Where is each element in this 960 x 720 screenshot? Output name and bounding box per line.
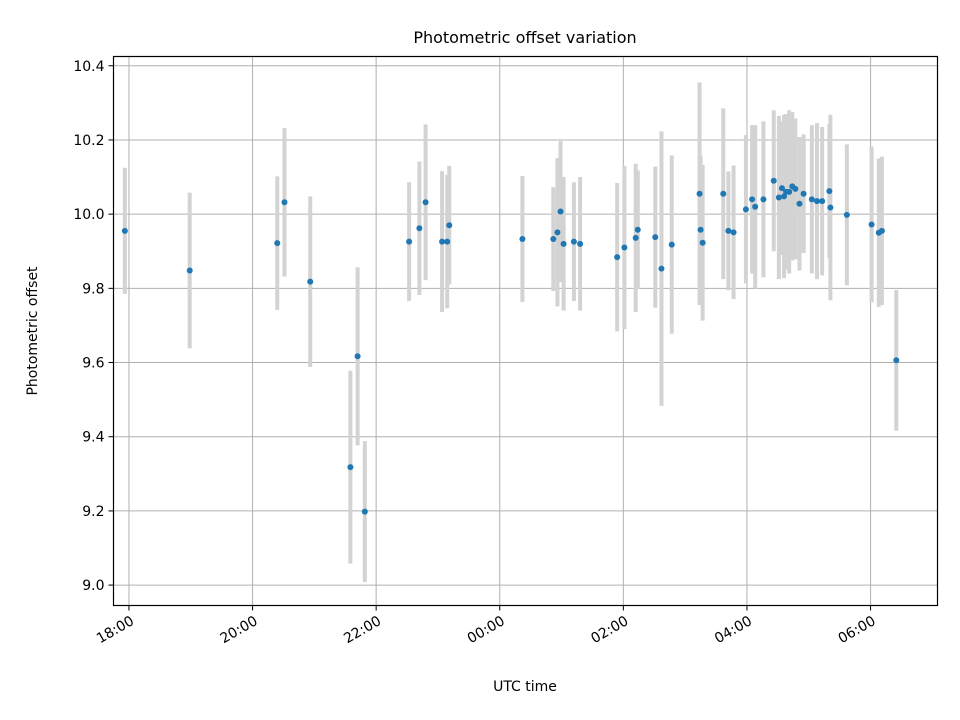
data-points — [121, 177, 900, 515]
data-point — [827, 204, 834, 211]
data-point — [742, 206, 749, 213]
data-point — [792, 185, 799, 192]
data-point — [699, 239, 706, 246]
data-point — [354, 353, 361, 360]
data-point — [422, 199, 429, 206]
data-point — [121, 227, 128, 234]
data-point — [770, 177, 777, 184]
data-point — [752, 203, 759, 210]
y-tick-label: 9.2 — [82, 504, 104, 520]
data-point — [868, 221, 875, 228]
data-point — [550, 236, 557, 243]
data-point — [186, 267, 193, 274]
data-point — [307, 278, 314, 285]
data-point — [621, 244, 628, 251]
plot-frame — [112, 55, 939, 607]
data-point — [878, 227, 885, 234]
data-point — [560, 240, 567, 247]
y-tick-label: 9.4 — [82, 430, 104, 446]
data-point — [446, 222, 453, 229]
data-point — [347, 464, 354, 471]
data-point — [893, 357, 900, 364]
data-point — [361, 508, 368, 515]
y-tick-label: 9.0 — [82, 578, 104, 594]
data-point — [730, 229, 737, 236]
data-point — [614, 254, 621, 261]
data-point — [778, 185, 785, 192]
data-point — [826, 188, 833, 195]
y-tick-label: 9.6 — [82, 356, 104, 372]
data-point — [819, 198, 826, 205]
data-point — [439, 238, 446, 245]
data-point — [281, 199, 288, 206]
data-point — [519, 236, 526, 243]
data-point — [775, 194, 782, 201]
data-point — [634, 226, 641, 233]
data-point — [444, 238, 451, 245]
data-point — [749, 196, 756, 203]
data-point — [658, 265, 665, 272]
data-point — [570, 238, 577, 245]
data-point — [557, 208, 564, 215]
y-axis-ticks: 9.0 9.2 9.4 9.6 9.8 10.0 10.2 10.4 — [73, 59, 114, 594]
data-point — [808, 196, 815, 203]
data-point — [697, 226, 704, 233]
x-axis-label: UTC time — [493, 679, 557, 695]
data-point — [720, 190, 727, 197]
data-point — [554, 229, 561, 236]
y-tick-label: 10.4 — [73, 59, 104, 75]
data-point — [274, 240, 281, 247]
data-point — [843, 211, 850, 218]
data-point — [796, 200, 803, 207]
data-point — [668, 241, 675, 248]
data-point — [813, 198, 820, 205]
data-point — [760, 196, 767, 203]
data-point — [577, 240, 584, 247]
data-point — [786, 188, 793, 195]
y-tick-label: 10.0 — [73, 207, 104, 223]
data-point — [696, 190, 703, 197]
y-axis-label: Photometric offset — [25, 266, 41, 396]
data-point — [781, 193, 788, 200]
chart-title: Photometric offset variation — [413, 28, 636, 47]
data-point — [406, 238, 413, 245]
data-point — [652, 234, 659, 241]
data-point — [725, 227, 732, 234]
data-point — [632, 234, 639, 241]
data-point — [800, 190, 807, 197]
y-tick-label: 9.8 — [82, 281, 104, 297]
y-tick-label: 10.2 — [73, 133, 104, 149]
data-point — [416, 225, 423, 232]
